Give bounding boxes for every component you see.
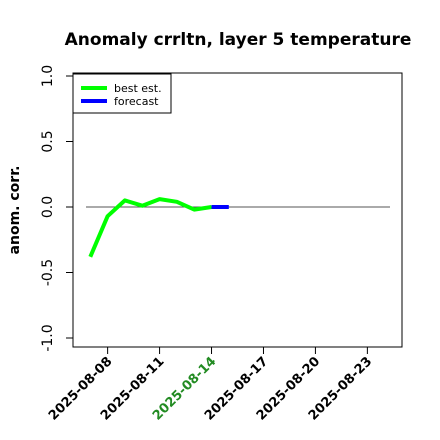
y-tick-label: -1.0 bbox=[40, 324, 56, 351]
legend-box bbox=[72, 73, 172, 114]
legend-label: forecast bbox=[114, 95, 159, 108]
y-tick-label: -0.5 bbox=[40, 259, 56, 286]
y-tick-label: 1.0 bbox=[40, 65, 56, 87]
legend-label: best est. bbox=[114, 82, 162, 95]
chart-title: Anomaly crrltn, layer 5 temperature bbox=[65, 30, 412, 50]
plot-area: -1.0-0.50.00.51.02025-08-082025-08-11202… bbox=[40, 65, 403, 424]
y-tick-label: 0.5 bbox=[40, 130, 56, 152]
y-tick-label: 0.0 bbox=[40, 196, 56, 218]
plot-frame bbox=[72, 72, 403, 348]
series-line-best-estimate bbox=[88, 197, 212, 258]
y-axis-label: anom. corr. bbox=[7, 166, 23, 255]
